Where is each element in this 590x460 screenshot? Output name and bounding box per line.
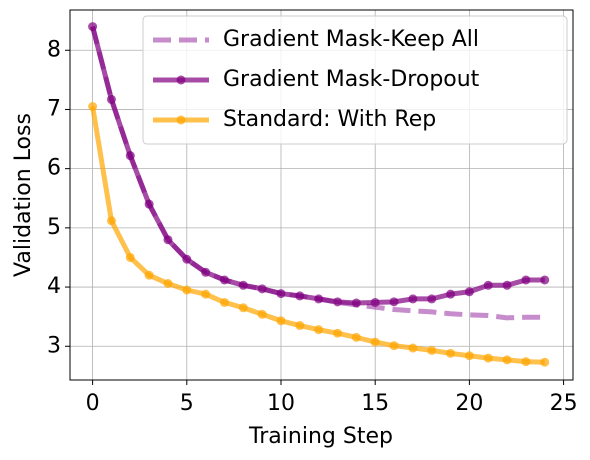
x-tick-label: 20 — [455, 391, 483, 416]
point — [464, 351, 474, 361]
point — [408, 343, 418, 353]
point — [333, 328, 343, 338]
point — [276, 316, 286, 326]
point — [314, 294, 324, 304]
point — [521, 357, 531, 367]
y-tick-label: 7 — [47, 96, 61, 121]
point — [257, 284, 267, 294]
point — [502, 355, 512, 365]
point — [540, 275, 550, 285]
point — [483, 280, 493, 290]
x-axis-label: Training Step — [248, 424, 393, 449]
point — [125, 151, 135, 161]
point — [163, 235, 173, 245]
point — [88, 101, 98, 111]
point — [106, 216, 116, 226]
x-tick-label: 5 — [180, 391, 194, 416]
point — [182, 285, 192, 295]
point — [521, 275, 531, 285]
point — [295, 291, 305, 301]
point — [238, 303, 248, 313]
y-axis-label: Validation Loss — [11, 113, 36, 277]
legend-label: Gradient Mask-Dropout — [223, 67, 480, 92]
point — [314, 325, 324, 335]
point — [408, 294, 418, 304]
point — [125, 252, 135, 262]
y-tick-label: 3 — [47, 333, 61, 358]
plot-frame — [69, 9, 574, 381]
point — [257, 309, 267, 319]
legend-box — [142, 15, 568, 145]
point — [351, 332, 361, 342]
point — [219, 297, 229, 307]
point — [238, 280, 248, 290]
point — [370, 297, 380, 307]
point — [88, 22, 98, 32]
y-tick-label: 8 — [47, 37, 61, 62]
x-tick-label: 10 — [267, 391, 295, 416]
x-tick-label: 25 — [550, 391, 578, 416]
point — [389, 341, 399, 351]
point — [464, 287, 474, 297]
x-tick-label: 0 — [86, 391, 100, 416]
point — [295, 321, 305, 331]
legend-label: Gradient Mask-Keep All — [223, 27, 479, 52]
point — [427, 294, 437, 304]
legend: Gradient Mask-Keep All Gradient Mask-Drop… — [142, 15, 568, 145]
point — [333, 297, 343, 307]
y-tick-label: 5 — [47, 215, 61, 240]
legend-label: Standard: With Rep — [223, 107, 436, 132]
point — [276, 289, 286, 299]
point — [483, 353, 493, 363]
point — [502, 280, 512, 290]
series-line — [90, 106, 545, 365]
point — [540, 357, 550, 367]
point — [182, 254, 192, 264]
legend-marker — [176, 75, 186, 85]
point — [427, 345, 437, 355]
point — [201, 289, 211, 299]
point — [144, 270, 154, 280]
y-tick-label: 4 — [47, 274, 61, 299]
point — [446, 289, 456, 299]
point — [351, 298, 361, 308]
y-tick-label: 6 — [47, 156, 61, 181]
point — [163, 279, 173, 289]
lines — [88, 22, 550, 367]
point — [370, 337, 380, 347]
point — [389, 297, 399, 307]
point — [201, 267, 211, 277]
point — [106, 94, 116, 104]
point — [144, 199, 154, 209]
legend-marker — [176, 115, 186, 125]
point — [446, 348, 456, 358]
point — [219, 275, 229, 285]
x-tick-label: 15 — [361, 391, 389, 416]
